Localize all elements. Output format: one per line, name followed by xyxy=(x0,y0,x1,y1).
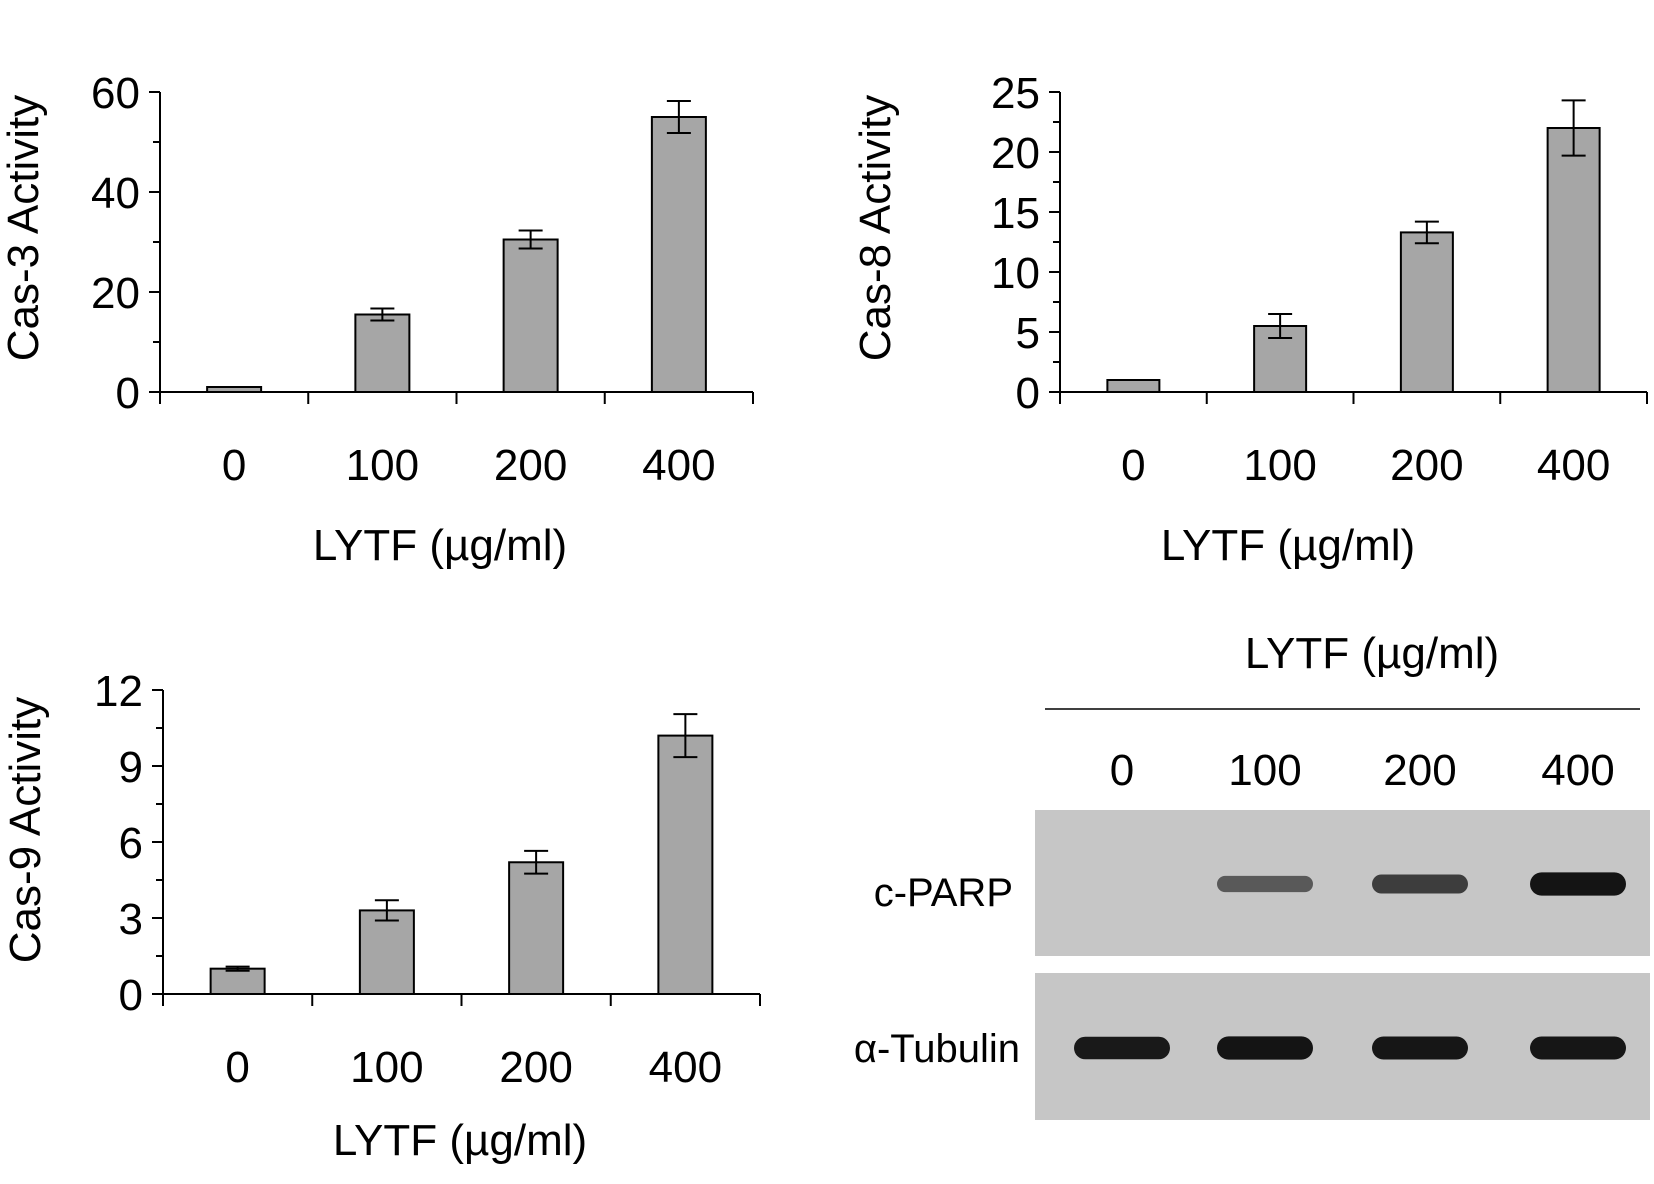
cas3-x-axis-label: LYTF (µg/ml) xyxy=(313,521,567,570)
blot-band xyxy=(1372,1036,1468,1060)
bar xyxy=(209,967,266,996)
cparp-bands xyxy=(1217,872,1626,896)
blot-lane-label: 100 xyxy=(1228,746,1301,795)
y-tick-label: 10 xyxy=(991,249,1040,298)
blot-band xyxy=(1530,1036,1626,1060)
x-tick-label: 0 xyxy=(225,1043,249,1092)
western-blot-panel: LYTF (µg/ml) 0 100 200 400 c-PARP α-Tubu… xyxy=(854,629,1650,1120)
bar xyxy=(657,734,714,995)
y-tick-label: 0 xyxy=(119,971,143,1020)
blot-band xyxy=(1217,1036,1313,1060)
bar xyxy=(502,238,559,393)
cas8-y-axis-label: Cas-8 Activity xyxy=(851,95,900,362)
y-tick-label: 5 xyxy=(1016,309,1040,358)
tubulin-bands xyxy=(1074,1036,1626,1060)
blot-band xyxy=(1372,874,1468,894)
y-tick-label: 40 xyxy=(91,169,140,218)
cas9-chart: Cas-9 Activity 0 3 6 9 12 0 100 200 400 LYTF (µg… xyxy=(1,667,761,1165)
cas3-chart: Cas-3 Activity 0 20 40 60 0 100 200 400 LYTF (µ… xyxy=(0,69,754,570)
y-tick-label: 20 xyxy=(91,269,140,318)
blot-header: LYTF (µg/ml) xyxy=(1245,629,1499,678)
blot-lane-label: 200 xyxy=(1383,746,1456,795)
cas8-plot-area: 0 5 10 15 20 25 0 100 200 400 xyxy=(991,69,1648,490)
x-tick-label: 100 xyxy=(350,1043,423,1092)
bar xyxy=(206,386,263,393)
y-tick-label: 15 xyxy=(991,189,1040,238)
y-tick-label: 0 xyxy=(116,369,140,418)
blot-lane-label: 400 xyxy=(1541,746,1614,795)
cas9-x-axis-label: LYTF (µg/ml) xyxy=(333,1116,587,1165)
y-tick-label: 6 xyxy=(119,819,143,868)
blot-lane-label: 0 xyxy=(1110,746,1134,795)
blot-row-label-cparp: c-PARP xyxy=(874,871,1013,915)
blot-band xyxy=(1217,875,1313,893)
bar xyxy=(508,861,565,995)
x-tick-label: 100 xyxy=(1243,441,1316,490)
cas8-x-axis-label: LYTF (µg/ml) xyxy=(1161,521,1415,570)
bar xyxy=(358,909,415,996)
x-tick-label: 400 xyxy=(642,441,715,490)
bar xyxy=(1106,379,1161,393)
cas8-chart: Cas-8 Activity 0 5 10 15 20 25 0 100 200 400 LYTF… xyxy=(851,69,1648,570)
y-tick-label: 20 xyxy=(991,129,1040,178)
blot-band xyxy=(1530,872,1626,896)
y-tick-label: 25 xyxy=(991,69,1040,118)
bar xyxy=(354,313,411,393)
bar xyxy=(1399,231,1454,393)
cas3-y-axis-label: Cas-3 Activity xyxy=(0,95,48,362)
y-tick-label: 3 xyxy=(119,895,143,944)
x-tick-label: 0 xyxy=(1121,441,1145,490)
y-tick-label: 60 xyxy=(91,69,140,118)
x-tick-label: 200 xyxy=(499,1043,572,1092)
bar xyxy=(650,116,707,393)
blot-lane-labels: 0 100 200 400 xyxy=(1110,746,1615,795)
bar xyxy=(1546,127,1601,393)
cas3-plot-area: 0 20 40 60 0 100 200 400 xyxy=(91,69,754,490)
x-tick-label: 200 xyxy=(494,441,567,490)
blot-band xyxy=(1074,1036,1170,1060)
x-tick-label: 200 xyxy=(1390,441,1463,490)
x-tick-label: 0 xyxy=(222,441,246,490)
x-tick-label: 400 xyxy=(1537,441,1610,490)
y-tick-label: 12 xyxy=(94,667,143,716)
x-tick-label: 400 xyxy=(649,1043,722,1092)
x-tick-label: 100 xyxy=(346,441,419,490)
y-tick-label: 9 xyxy=(119,743,143,792)
cas9-plot-area: 0 3 6 9 12 0 100 200 400 xyxy=(94,667,761,1092)
blot-row-label-tubulin: α-Tubulin xyxy=(854,1027,1020,1071)
y-tick-label: 0 xyxy=(1016,369,1040,418)
cas9-y-axis-label: Cas-9 Activity xyxy=(1,697,50,964)
